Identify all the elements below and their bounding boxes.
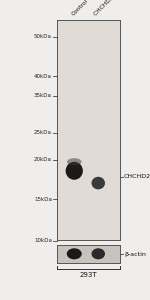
Text: 15kDa: 15kDa bbox=[34, 196, 52, 202]
Text: 10kDa: 10kDa bbox=[34, 238, 52, 243]
Ellipse shape bbox=[66, 162, 83, 180]
Text: 20kDa: 20kDa bbox=[34, 157, 52, 162]
Text: Control: Control bbox=[71, 0, 89, 17]
Text: 50kDa: 50kDa bbox=[34, 34, 52, 39]
Text: CHCHD2: CHCHD2 bbox=[124, 174, 150, 179]
Text: β-actin: β-actin bbox=[124, 252, 146, 257]
Text: 293T: 293T bbox=[80, 272, 97, 278]
Text: CHCHD2 KO: CHCHD2 KO bbox=[93, 0, 122, 17]
Bar bbox=[57, 244, 120, 263]
Text: 35kDa: 35kDa bbox=[34, 93, 52, 98]
Bar bbox=[57, 240, 120, 244]
Ellipse shape bbox=[67, 248, 82, 259]
Text: 40kDa: 40kDa bbox=[34, 74, 52, 79]
Text: 25kDa: 25kDa bbox=[34, 130, 52, 135]
Ellipse shape bbox=[92, 177, 105, 189]
Bar bbox=[57, 20, 120, 240]
Ellipse shape bbox=[92, 248, 105, 259]
Ellipse shape bbox=[67, 158, 82, 165]
